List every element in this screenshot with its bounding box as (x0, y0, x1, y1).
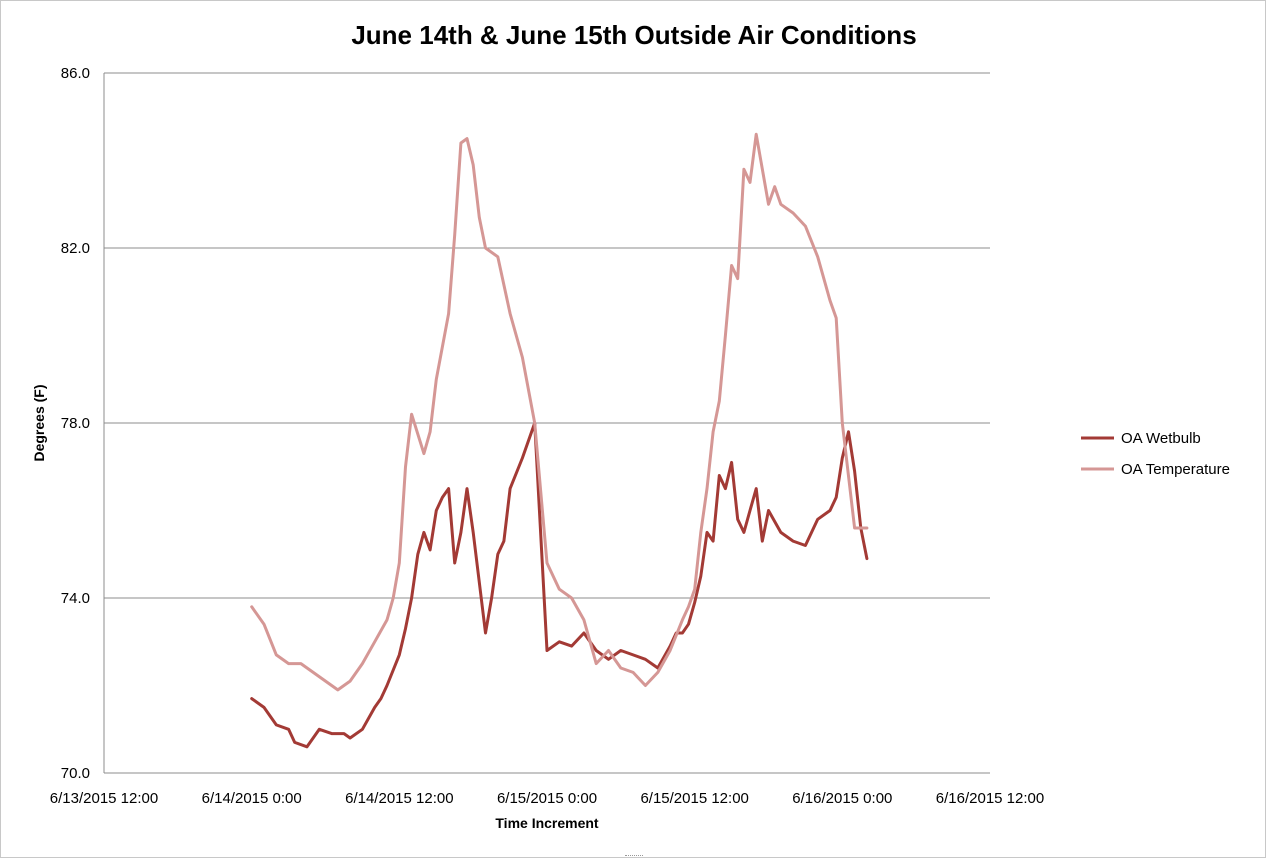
x-tick-label-2: 6/14/2015 12:00 (345, 790, 453, 807)
x-tick-label-0: 6/13/2015 12:00 (50, 790, 158, 807)
y-tick-label-3: 82.0 (61, 240, 90, 257)
legend-label-1: OA Temperature (1121, 461, 1230, 478)
series-lines (250, 132, 869, 749)
legend: OA Wetbulb OA Temperature (1081, 430, 1230, 478)
gridlines (103, 72, 990, 774)
x-tick-label-3: 6/15/2015 0:00 (497, 790, 597, 807)
x-axis-ticks: 6/13/2015 12:00 6/14/2015 0:00 6/14/2015 1… (50, 790, 1044, 807)
y-axis-ticks: 70.0 74.0 78.0 82.0 86.0 (61, 65, 90, 782)
series-line-0 (250, 421, 869, 749)
x-tick-label-4: 6/15/2015 12:00 (640, 790, 748, 807)
y-tick-label-2: 78.0 (61, 415, 90, 432)
x-tick-label-5: 6/16/2015 0:00 (792, 790, 892, 807)
x-tick-label-1: 6/14/2015 0:00 (202, 790, 302, 807)
y-axis-title: Degrees (F) (31, 384, 47, 461)
x-tick-label-6: 6/16/2015 12:00 (936, 790, 1044, 807)
x-axis-title: Time Increment (495, 815, 599, 831)
y-tick-label-1: 74.0 (61, 590, 90, 607)
y-tick-label-0: 70.0 (61, 765, 90, 782)
chart-title: June 14th & June 15th Outside Air Condit… (351, 20, 916, 50)
legend-label-0: OA Wetbulb (1121, 430, 1201, 447)
y-tick-label-4: 86.0 (61, 65, 90, 82)
series-line-1 (250, 132, 869, 692)
resize-grip[interactable] (625, 855, 643, 859)
